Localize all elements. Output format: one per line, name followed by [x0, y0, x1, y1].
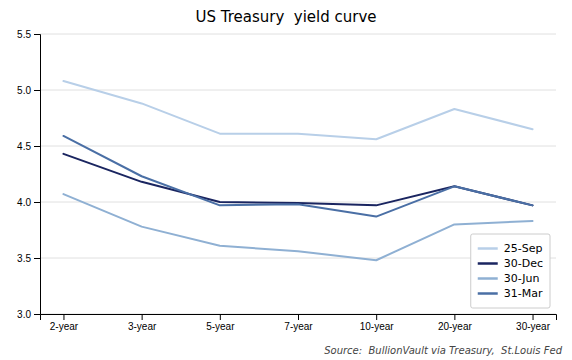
tick: 20-year: [438, 314, 473, 332]
legend: 25-Sep 30-Dec 30-Jun 31-Mar: [471, 234, 550, 308]
tick: 3.0: [17, 309, 40, 320]
tick-label: 3.0: [17, 309, 31, 320]
tick-label: 5-year: [206, 321, 235, 332]
tick-label: 10-year: [360, 321, 395, 332]
y-axis: 3.0 3.5 4.0 4.5 5.0 5.5: [17, 29, 40, 320]
tick-mark: [376, 314, 377, 320]
tick: 30-year: [516, 314, 551, 332]
tick-mark: [34, 314, 40, 315]
legend-box: [471, 234, 550, 308]
tick-label: 3-year: [128, 321, 157, 332]
source: Source: BullionVault via Treasury, St.Lo…: [324, 345, 562, 356]
tick: 5.0: [17, 85, 40, 96]
series-line: [63, 81, 532, 139]
series-line: [63, 136, 532, 217]
legend-item: 31-Mar: [478, 287, 543, 300]
legend-item: 25-Sep: [478, 242, 543, 255]
tick-mark: [142, 314, 143, 320]
legend-label: 30-Jun: [504, 272, 540, 285]
tick-mark: [63, 314, 64, 320]
grid: [40, 34, 556, 314]
legend-item: 30-Dec: [478, 257, 543, 270]
legend-label: 31-Mar: [504, 287, 543, 300]
tick: 3.5: [17, 253, 40, 264]
grid-line: [40, 90, 556, 91]
tick-mark: [298, 314, 299, 320]
legend-label: 25-Sep: [504, 242, 543, 255]
tick: 4.0: [17, 197, 40, 208]
tick-mark: [34, 34, 40, 35]
tick-mark: [454, 314, 455, 320]
tick-label: 3.5: [17, 253, 31, 264]
tick: 5.5: [17, 29, 40, 40]
tick: 2-year: [50, 314, 79, 332]
axis-line: [41, 315, 557, 321]
grid-line: [40, 34, 556, 35]
legend-item: 30-Jun: [478, 272, 540, 285]
legend-swatch: [478, 247, 498, 250]
tick-label: 5.5: [17, 29, 31, 40]
tick-mark: [34, 202, 40, 203]
tick: 4.5: [17, 141, 40, 152]
tick: 7-year: [284, 314, 313, 332]
tick-label: 7-year: [284, 321, 313, 332]
tick-label: 2-year: [50, 321, 79, 332]
tick-label: 4.5: [17, 141, 31, 152]
legend-swatch: [478, 292, 498, 295]
legend-label: 30-Dec: [504, 257, 543, 270]
tick-label: 30-year: [516, 321, 551, 332]
legend-swatch: [478, 277, 498, 280]
grid-line: [40, 146, 556, 147]
x-axis: 2-year 3-year 5-year 7-year 10-year 20-year 30…: [41, 314, 557, 332]
chart: US Treasury yield curve 3.0 3.5 4.0 4.5 5.0 5.…: [0, 0, 572, 360]
series-line: [63, 154, 532, 206]
tick-mark: [34, 90, 40, 91]
tick: 3-year: [128, 314, 157, 332]
tick-mark: [533, 314, 534, 320]
tick-label: 4.0: [17, 197, 31, 208]
tick: 5-year: [206, 314, 235, 332]
tick-label: 5.0: [17, 85, 31, 96]
tick-mark: [34, 146, 40, 147]
series-group: [63, 81, 532, 260]
tick-mark: [220, 314, 221, 320]
axis-line: [34, 35, 41, 315]
tick-mark: [34, 258, 40, 259]
tick: 10-year: [360, 314, 395, 332]
title: US Treasury yield curve: [195, 8, 376, 26]
legend-swatch: [478, 262, 498, 265]
plot: 3.0 3.5 4.0 4.5 5.0 5.5 2-year 3-year 5-year 7-ye…: [17, 29, 556, 332]
tick-label: 20-year: [438, 321, 473, 332]
